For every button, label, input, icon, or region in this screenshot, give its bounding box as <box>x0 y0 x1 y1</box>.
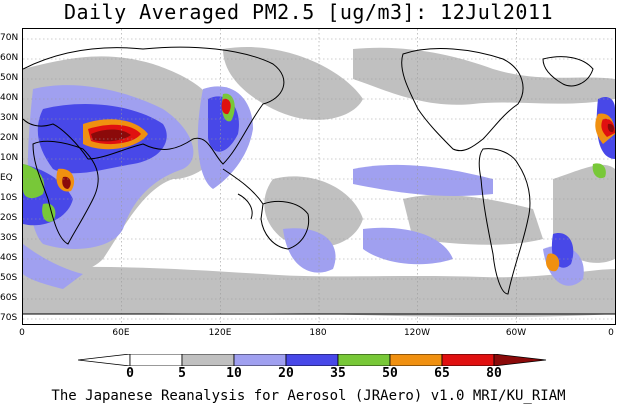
colorbar-label-80: 80 <box>486 366 502 381</box>
colorbar-segment-20-35 <box>285 354 339 366</box>
x-label-0-east: 0 <box>608 328 614 338</box>
coastlines <box>23 46 615 315</box>
x-label-60w: 60W <box>505 328 527 338</box>
map-title: Daily Averaged PM2.5 [ug/m3]: 12Jul2011 <box>63 0 554 24</box>
colorbar-label-0: 0 <box>126 366 134 381</box>
graticule <box>23 29 615 324</box>
colorbar-segment-10-20 <box>233 354 287 366</box>
colorbar-label-50: 50 <box>382 366 398 381</box>
colorbar-label-10: 10 <box>226 366 242 381</box>
x-label-60e: 60E <box>112 328 130 338</box>
x-label-180: 180 <box>309 328 327 338</box>
y-label-40s: 40S <box>0 253 18 263</box>
colorbar-label-20: 20 <box>278 366 294 381</box>
colorbar-label-65: 65 <box>434 366 450 381</box>
colorbar-segment-above-80 <box>493 354 547 366</box>
y-label-50s: 50S <box>0 273 18 283</box>
colorbar-segment-50-65 <box>389 354 443 366</box>
colorbar-segment-5-10 <box>181 354 235 366</box>
colorbar-segment-below-0 <box>78 354 131 366</box>
y-label-60n: 60N <box>0 53 19 63</box>
x-label-120w: 120W <box>403 328 431 338</box>
y-label-70n: 70N <box>0 33 19 43</box>
colorbar-segment-65-80 <box>441 354 495 366</box>
colorbar-segment-35-50 <box>337 354 391 366</box>
pm25-field <box>23 29 615 324</box>
x-label-120e: 120E <box>208 328 232 338</box>
colorbar-label-5: 5 <box>178 366 186 381</box>
y-label-30s: 30S <box>0 233 18 243</box>
y-label-40n: 40N <box>0 93 19 103</box>
y-label-50n: 50N <box>0 73 19 83</box>
colorbar-label-35: 35 <box>330 366 346 381</box>
y-label-10s: 10S <box>0 193 18 203</box>
y-label-70s: 70S <box>0 313 18 323</box>
y-label-20n: 20N <box>0 133 19 143</box>
y-label-30n: 30N <box>0 113 19 123</box>
y-label-20s: 20S <box>0 213 18 223</box>
x-label-0: 0 <box>19 328 25 338</box>
y-label-eq: EQ <box>0 173 13 183</box>
colorbar <box>78 354 547 366</box>
colorbar-segment-0-5 <box>129 354 183 366</box>
y-label-10n: 10N <box>0 153 19 163</box>
footer-credit: The Japanese Reanalysis for Aerosol (JRA… <box>51 388 566 404</box>
concentration-band-above-80 <box>62 123 614 189</box>
map-panel <box>22 28 616 325</box>
y-label-60s: 60S <box>0 293 18 303</box>
